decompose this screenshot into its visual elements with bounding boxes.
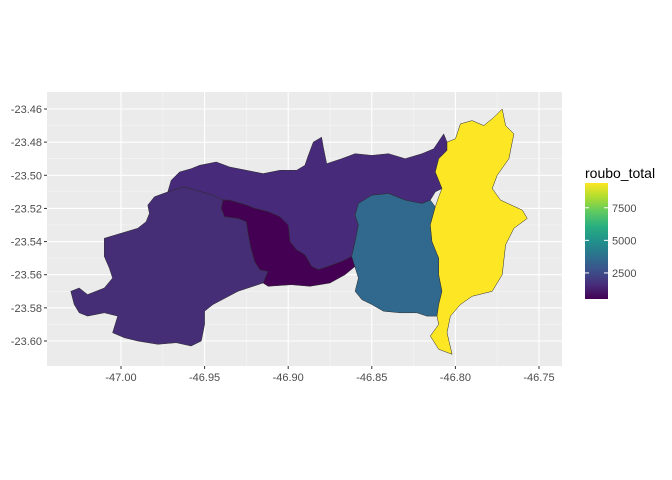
y-tick-label: -23.60 bbox=[11, 336, 42, 348]
legend: roubo_total 2500 5000 7500 bbox=[585, 165, 655, 299]
y-tick-label: -23.46 bbox=[11, 104, 42, 116]
x-tick-label: -46.85 bbox=[356, 372, 387, 384]
region-center bbox=[221, 199, 356, 287]
x-tick-label: -46.90 bbox=[273, 372, 304, 384]
map-regions bbox=[70, 108, 528, 355]
y-tick-label: -23.58 bbox=[11, 303, 42, 315]
x-tick-label: -46.75 bbox=[523, 372, 554, 384]
legend-label: 5000 bbox=[612, 235, 636, 247]
legend-colorbar bbox=[585, 183, 608, 299]
y-tick-label: -23.50 bbox=[11, 170, 42, 182]
x-tick-label: -46.95 bbox=[189, 372, 220, 384]
y-tick-label: -23.56 bbox=[11, 270, 42, 282]
legend-label: 7500 bbox=[612, 203, 636, 215]
legend-ticks: 2500 5000 7500 bbox=[585, 203, 636, 280]
legend-title: roubo_total bbox=[585, 165, 655, 181]
x-axis: -47.00 -46.95 -46.90 -46.85 -46.80 -46.75 bbox=[105, 366, 555, 384]
y-tick-label: -23.54 bbox=[11, 237, 42, 249]
x-tick-label: -47.00 bbox=[105, 372, 136, 384]
y-tick-label: -23.52 bbox=[11, 203, 42, 215]
x-tick-label: -46.80 bbox=[440, 372, 471, 384]
y-tick-label: -23.48 bbox=[11, 137, 42, 149]
y-axis: -23.46 -23.48 -23.50 -23.52 -23.54 -23.56 -23.… bbox=[11, 104, 47, 348]
region-east bbox=[430, 108, 528, 355]
legend-label: 2500 bbox=[612, 268, 636, 280]
region-east-center bbox=[351, 193, 443, 317]
